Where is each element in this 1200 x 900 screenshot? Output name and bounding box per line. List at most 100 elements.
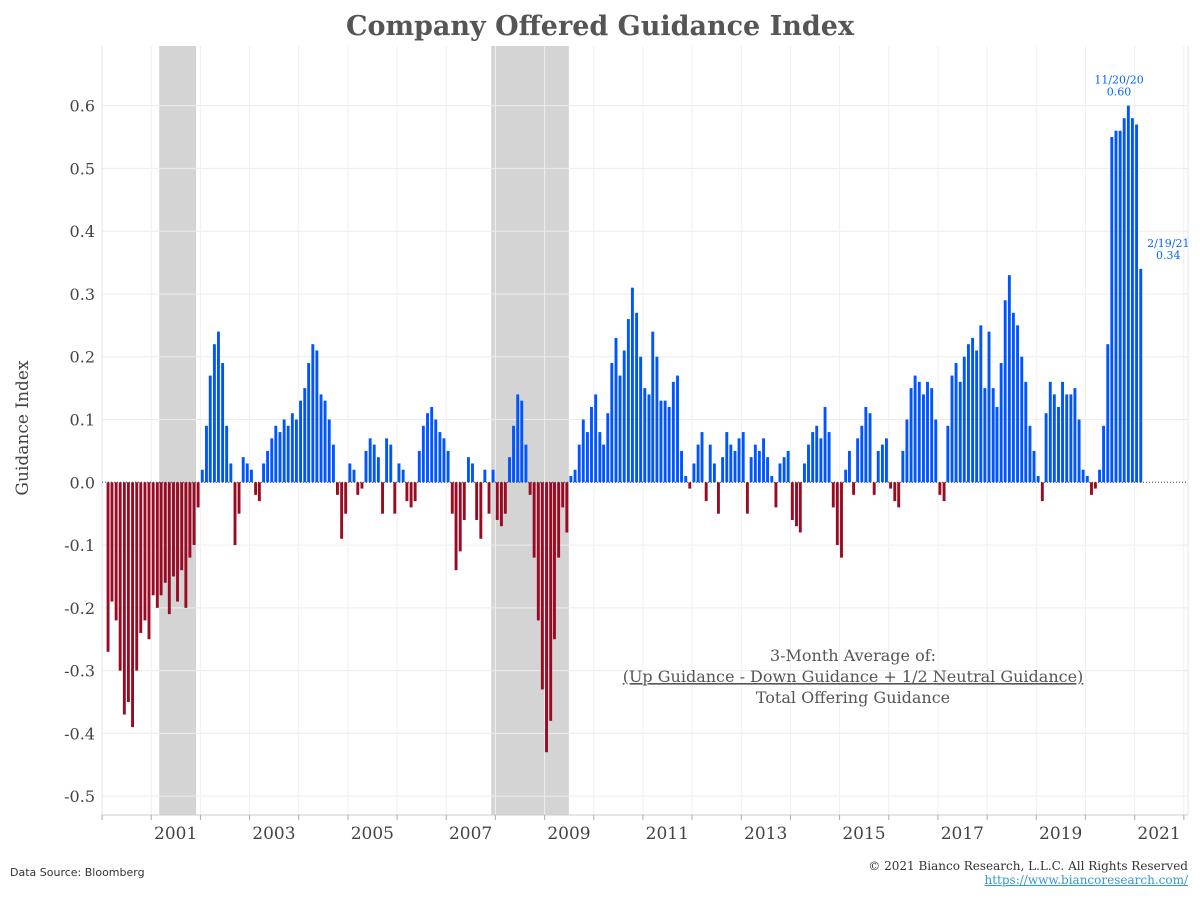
x-tick-label: 2009 (547, 824, 590, 844)
negative-bar (155, 482, 159, 608)
negative-bar (897, 482, 901, 508)
y-tick-label: -0.1 (64, 536, 95, 555)
positive-bar (1118, 130, 1122, 483)
negative-bar (458, 482, 462, 552)
negative-bar (454, 482, 458, 571)
positive-bar (737, 438, 741, 483)
positive-bar (991, 388, 995, 483)
negative-bar (163, 482, 167, 583)
positive-bar (741, 432, 745, 483)
x-tick-label: 2011 (646, 824, 689, 844)
negative-bar (889, 482, 893, 489)
positive-bar (286, 425, 290, 483)
positive-bar (917, 381, 921, 483)
negative-bar (475, 482, 479, 520)
negative-bar (159, 482, 163, 596)
positive-bar (815, 425, 819, 483)
bar-series (106, 105, 1143, 753)
negative-bar (106, 482, 110, 652)
positive-bar (590, 406, 593, 483)
positive-bar (729, 444, 733, 483)
positive-bar (1098, 469, 1102, 483)
positive-bar (1081, 469, 1085, 483)
positive-bar (995, 406, 999, 483)
positive-bar (225, 425, 229, 483)
positive-bar (266, 450, 270, 483)
positive-bar (270, 438, 274, 483)
positive-bar (1044, 413, 1048, 483)
positive-bar (639, 356, 643, 483)
negative-bar (172, 482, 175, 577)
positive-bar (807, 444, 810, 483)
formula-annotation: 3-Month Average of: (Up Guidance - Down … (623, 646, 1084, 707)
positive-bar (868, 413, 872, 483)
positive-bar (622, 350, 626, 483)
x-tick-label: 2021 (1137, 824, 1180, 844)
positive-bar (749, 457, 753, 483)
positive-bar (1069, 394, 1073, 483)
positive-bar (290, 413, 294, 483)
positive-bar (643, 388, 647, 483)
annotation-1-line-1: 11/20/20 (1094, 74, 1143, 87)
positive-bar (282, 419, 286, 483)
positive-bar (241, 457, 245, 483)
negative-bar (1093, 482, 1097, 489)
y-tick-label: 0.0 (70, 473, 95, 492)
positive-bar (368, 438, 372, 483)
positive-bar (421, 425, 425, 483)
positive-bar (1085, 476, 1089, 483)
negative-bar (798, 482, 802, 533)
y-tick-label: 0.4 (70, 222, 95, 241)
positive-bar (856, 438, 860, 483)
positive-bar (323, 400, 327, 483)
positive-bar (667, 406, 671, 483)
positive-bar (844, 469, 848, 483)
positive-bar (876, 450, 880, 483)
positive-bar (626, 319, 630, 483)
negative-bar (344, 482, 348, 514)
x-tick-label: 2003 (252, 824, 295, 844)
positive-bar (922, 394, 925, 483)
recession-shading (159, 46, 569, 815)
positive-bar (516, 394, 520, 483)
x-tick-label: 2019 (1039, 824, 1082, 844)
negative-bar (257, 482, 261, 502)
positive-bar (1036, 476, 1040, 483)
negative-bar (151, 482, 155, 596)
copyright-block: © 2021 Bianco Research, L.L.C. All Right… (868, 859, 1188, 887)
positive-bar (1028, 425, 1032, 483)
negative-bar (1040, 482, 1044, 502)
positive-bar (1126, 105, 1130, 483)
positive-bar (901, 450, 905, 483)
negative-bar (184, 482, 188, 608)
positive-bar (311, 344, 315, 483)
positive-bar (1011, 312, 1015, 483)
negative-bar (479, 482, 483, 539)
positive-bar (1077, 419, 1081, 483)
positive-bar (979, 325, 983, 483)
negative-bar (716, 482, 720, 514)
positive-bar (987, 331, 991, 483)
positive-bar (274, 425, 278, 483)
positive-bar (229, 463, 233, 483)
y-tick-label: -0.5 (64, 787, 95, 806)
negative-bar (835, 482, 839, 546)
positive-bar (1110, 137, 1114, 483)
negative-bar (340, 482, 344, 539)
y-tick-label: 0.1 (70, 411, 95, 430)
negative-bar (393, 482, 397, 514)
positive-bar (1106, 344, 1110, 483)
negative-bar (872, 482, 876, 495)
negative-bar (503, 482, 507, 514)
negative-bar (561, 482, 565, 508)
positive-bar (205, 425, 208, 483)
website-link[interactable]: https://www.biancoresearch.com/ (984, 873, 1188, 887)
positive-bar (864, 406, 868, 483)
negative-bar (774, 482, 778, 508)
negative-bar (499, 482, 503, 527)
positive-bar (647, 394, 651, 483)
formula-line-3: Total Offering Guidance (756, 688, 950, 707)
positive-bar (208, 375, 212, 483)
positive-bar (585, 432, 589, 483)
positive-bar (466, 457, 470, 483)
